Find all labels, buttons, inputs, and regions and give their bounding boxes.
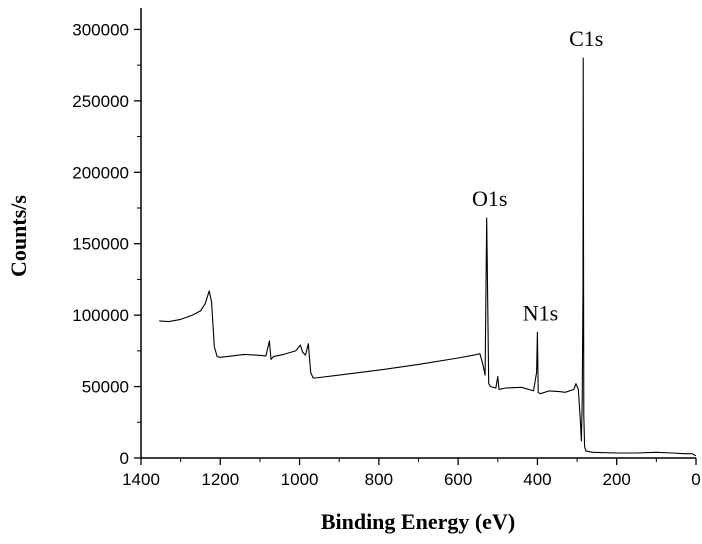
x-axis: 1400 1200 1000 800 600 400 200 0 xyxy=(122,457,701,489)
y-tick-label: 300000 xyxy=(72,20,129,39)
x-tick-label: 800 xyxy=(365,470,393,489)
y-axis-title: Counts/s xyxy=(6,195,31,277)
peak-annotations: C1s O1s N1s xyxy=(472,26,603,325)
plot-area xyxy=(159,57,697,457)
peak-label-n1s: N1s xyxy=(523,300,558,325)
x-tick-label: 1200 xyxy=(201,470,239,489)
x-tick-label: 0 xyxy=(691,470,700,489)
x-axis-title: Binding Energy (eV) xyxy=(321,509,515,534)
x-tick-label: 400 xyxy=(523,470,551,489)
x-tick-label: 600 xyxy=(444,470,472,489)
y-tick-label: 0 xyxy=(120,449,129,468)
peak-label-c1s: C1s xyxy=(569,26,603,51)
y-tick-label: 200000 xyxy=(72,163,129,182)
peak-label-o1s: O1s xyxy=(472,186,507,211)
x-tick-label: 1400 xyxy=(122,470,160,489)
x-tick-label: 1000 xyxy=(281,470,319,489)
y-tick-label: 50000 xyxy=(82,378,129,397)
y-tick-label: 250000 xyxy=(72,92,129,111)
y-tick-label: 150000 xyxy=(72,235,129,254)
y-axis: 0 50000 100000 150000 200000 250000 300000 xyxy=(72,8,142,468)
x-tick-label: 200 xyxy=(603,470,631,489)
spectrum-line xyxy=(159,57,697,457)
y-tick-label: 100000 xyxy=(72,306,129,325)
